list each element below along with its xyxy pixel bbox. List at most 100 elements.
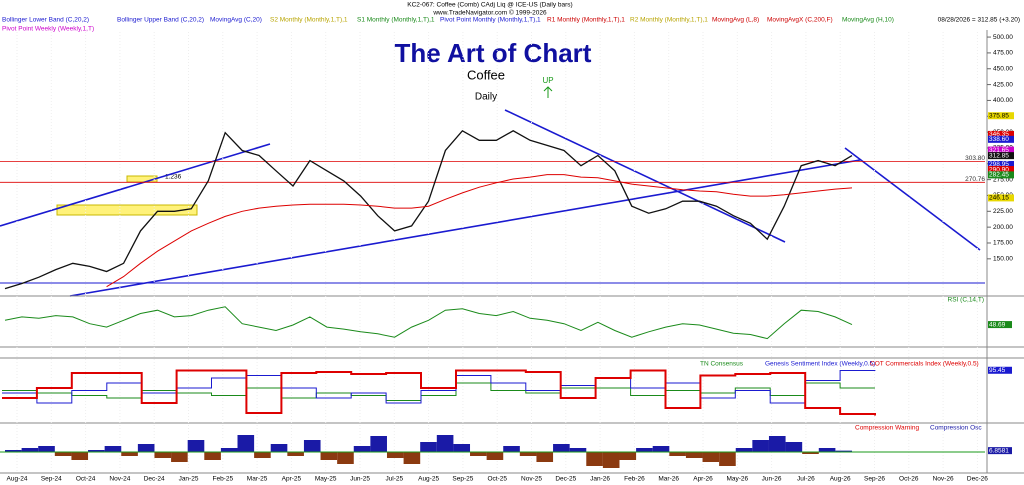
bar [486, 452, 504, 460]
bar [220, 448, 238, 452]
y-tick-label: 175.00 [993, 240, 1013, 247]
series-step [2, 369, 876, 416]
x-tick-label: Nov-24 [109, 476, 130, 483]
price-tag-label: 375.85 [989, 112, 1009, 119]
bar [104, 446, 122, 452]
legend-entry: Compression Osc [930, 425, 982, 432]
bar [569, 448, 587, 452]
bar [602, 452, 620, 468]
x-tick-label: Sep-26 [864, 476, 885, 483]
bar [669, 452, 686, 456]
bar [71, 452, 89, 460]
legend-entry: MovingAvg (C,20) [210, 17, 262, 24]
signal-arrow [543, 86, 553, 98]
legend-entry: TN Consensus [700, 361, 744, 368]
y-tick-label: 225.00 [993, 208, 1013, 215]
bar [835, 450, 852, 452]
value-tag-label: 6.8581 [989, 447, 1009, 454]
bar [386, 452, 404, 458]
x-tick-label: Sep-25 [452, 476, 473, 483]
legend-entry: MovingAvg (H,10) [842, 17, 894, 24]
level-label: 303.80 [965, 155, 985, 162]
subtitle: Coffee [467, 67, 505, 82]
price-tag [988, 130, 1014, 138]
bar [303, 440, 321, 452]
x-tick-label: Nov-26 [933, 476, 954, 483]
y-tick-label: 400.00 [993, 97, 1013, 104]
trend-line [844, 147, 981, 251]
price-tag [988, 152, 1014, 160]
x-tick-label: Aug-26 [830, 476, 851, 483]
legend-entry: Bollinger Lower Band (C,20,2) [2, 17, 89, 24]
x-tick-label: Apr-25 [282, 476, 302, 483]
signal: UP [542, 76, 553, 85]
legend-entry: Compression Warning [855, 425, 919, 432]
value-tag-label: 95.45 [989, 367, 1006, 374]
bar [685, 452, 703, 458]
price-tag [988, 171, 1014, 179]
x-tick-label: Oct-25 [487, 476, 507, 483]
legend-entry: Pivot Point Monthly (Monthly,1,T),1 [440, 17, 541, 24]
bar [370, 436, 387, 452]
legend-entry: S2 Monthly (Monthly,1,T),1 [270, 17, 348, 24]
value-tag [988, 366, 1012, 374]
value-tag [988, 447, 1012, 455]
bar [337, 452, 354, 464]
legend-entry: R2 Monthly (Monthly,1,T),1 [630, 17, 708, 24]
bar [619, 452, 637, 460]
bar [237, 435, 255, 452]
trend-line [0, 143, 271, 227]
bar [702, 452, 720, 462]
bar [270, 444, 288, 452]
x-tick-label: Jul-26 [797, 476, 815, 483]
legend-entry: MovingAvgX (C,200,F) [767, 17, 833, 24]
y-tick-label: 450.00 [993, 65, 1013, 72]
y-tick-label: 475.00 [993, 50, 1013, 57]
series-line [4, 129, 853, 290]
x-tick-label: Dec-24 [144, 476, 165, 483]
bar [21, 448, 39, 452]
bar [54, 452, 72, 456]
bar [453, 444, 471, 452]
x-tick-label: May-26 [726, 476, 748, 483]
bar [420, 442, 437, 452]
price-tag [988, 135, 1014, 143]
value-tag [988, 321, 1012, 329]
bar [187, 440, 205, 452]
legend-entry: MovingAvg (L,8) [712, 17, 759, 24]
price-tag-label: 321.65 [989, 147, 1009, 154]
chart-title: The Art of Chart [395, 38, 592, 68]
y-tick-label: 425.00 [993, 81, 1013, 88]
bar [785, 442, 803, 452]
price-tag [988, 194, 1014, 202]
x-tick-label: Jan-25 [179, 476, 199, 483]
last-price: 08/28/2026 = 312.85 (+3.20) [938, 17, 1020, 24]
bar [171, 452, 188, 462]
x-tick-label: Nov-25 [521, 476, 542, 483]
series-line [4, 306, 853, 340]
bar [536, 452, 554, 462]
price-tag [988, 160, 1014, 168]
x-tick-label: Mar-25 [247, 476, 268, 483]
bar [652, 446, 670, 452]
x-tick-label: Aug-25 [418, 476, 439, 483]
x-tick-label: Dec-26 [967, 476, 988, 483]
price-tag-label: 346.35 [989, 131, 1009, 138]
x-tick-label: Feb-26 [624, 476, 645, 483]
copyright: www.TradeNavigator.com © 1999-2026 [432, 9, 547, 17]
bar [752, 440, 769, 452]
x-tick-label: Dec-25 [555, 476, 576, 483]
trend-line [504, 109, 786, 243]
price-tag-label: 298.95 [989, 161, 1009, 168]
bar [436, 435, 454, 452]
x-tick-label: Jun-25 [350, 476, 370, 483]
y-tick-label: 200.00 [993, 224, 1013, 231]
legend-entry: Genesis Sentiment Index (Weekly,0.5) [765, 361, 875, 368]
value-tag-label: 48.69 [989, 321, 1006, 328]
bar [254, 452, 271, 458]
series-line [106, 174, 853, 288]
bar [353, 446, 371, 452]
bar [403, 452, 421, 464]
legend-entry: COT Commercials Index (Weekly,0.5) [870, 361, 979, 368]
